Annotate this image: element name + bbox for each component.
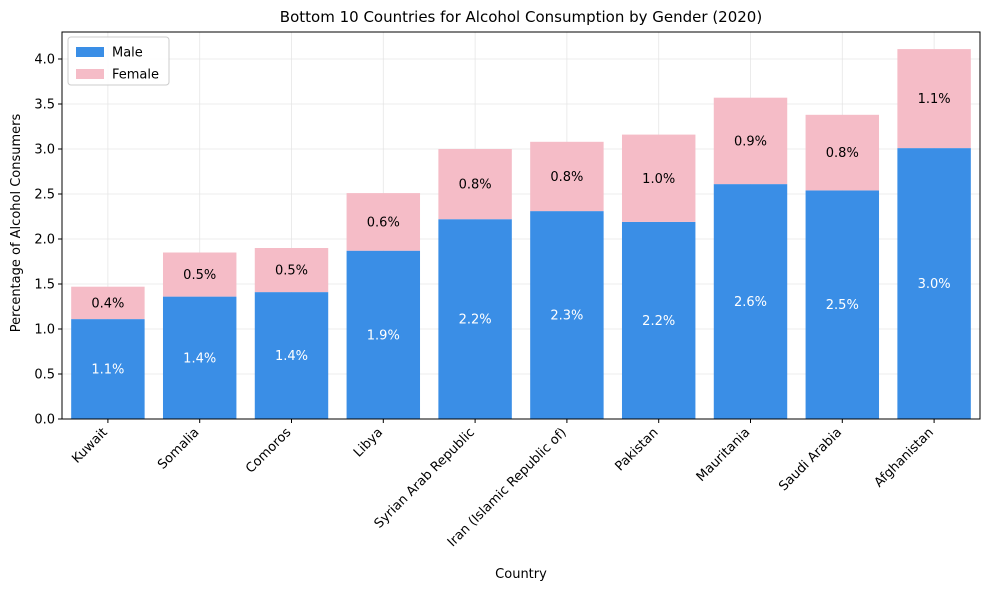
y-tick-label: 1.5 bbox=[34, 278, 55, 293]
x-tick-label: Saudi Arabia bbox=[776, 425, 845, 494]
y-axis-label: Percentage of Alcohol Consumers bbox=[9, 114, 24, 333]
bar-male bbox=[621, 221, 696, 419]
data-label-female: 0.4% bbox=[91, 296, 124, 311]
bar-female bbox=[621, 134, 696, 222]
data-label-female: 0.9% bbox=[734, 134, 767, 149]
y-tick-label: 4.0 bbox=[34, 53, 55, 68]
data-label-male: 2.2% bbox=[459, 313, 492, 328]
x-axis-label: Country bbox=[495, 567, 547, 582]
data-label-female: 0.8% bbox=[550, 170, 583, 185]
bar-female bbox=[438, 149, 512, 220]
bar-female bbox=[162, 252, 237, 297]
plot-frame bbox=[61, 31, 981, 420]
data-label-male: 2.6% bbox=[734, 295, 767, 310]
data-label-male: 2.3% bbox=[550, 309, 583, 324]
data-label-female: 0.6% bbox=[367, 215, 400, 230]
chart-title: Bottom 10 Countries for Alcohol Consumpt… bbox=[280, 8, 762, 26]
bar-female bbox=[346, 193, 421, 251]
x-tick-label: Libya bbox=[351, 425, 386, 460]
x-tick-label: Mauritania bbox=[694, 425, 754, 485]
bar-male bbox=[254, 292, 329, 419]
data-label-female: 0.8% bbox=[826, 146, 859, 161]
data-label-male: 1.4% bbox=[183, 351, 216, 366]
data-labels: 1.1% 0.4% 1.4% 0.5% 1.4% 0.5% 1.9% 0.6% 2.2% 0.8%… bbox=[91, 92, 950, 377]
data-label-male: 1.9% bbox=[367, 328, 400, 343]
x-tick-label: Somalia bbox=[155, 425, 202, 472]
bar-female bbox=[254, 248, 329, 293]
y-tick-label: 2.0 bbox=[34, 233, 55, 248]
bar-male bbox=[346, 250, 421, 419]
bar-female bbox=[71, 286, 145, 320]
bar-female bbox=[530, 141, 604, 212]
data-label-female: 0.5% bbox=[183, 268, 216, 283]
y-tick-label: 0.0 bbox=[34, 413, 55, 428]
x-tick-label: Pakistan bbox=[612, 425, 661, 474]
data-label-male: 2.2% bbox=[642, 314, 675, 329]
data-label-female: 1.1% bbox=[918, 92, 951, 107]
y-tick-label: 0.5 bbox=[34, 368, 55, 383]
legend-label-female: Female bbox=[112, 68, 159, 83]
data-label-female: 0.5% bbox=[275, 264, 308, 279]
bar-male bbox=[530, 211, 604, 419]
bar-female bbox=[713, 97, 788, 185]
x-tick-label: Afghanistan bbox=[872, 425, 937, 490]
x-tick-label: Kuwait bbox=[69, 425, 110, 466]
data-label-male: 1.4% bbox=[275, 349, 308, 364]
legend-swatch-female bbox=[76, 69, 104, 79]
data-label-male: 1.1% bbox=[91, 363, 124, 378]
legend-label-male: Male bbox=[112, 46, 143, 61]
y-tick-label: 2.5 bbox=[34, 188, 55, 203]
bar-male bbox=[713, 184, 788, 419]
bar-male bbox=[162, 296, 237, 419]
data-label-male: 2.5% bbox=[826, 298, 859, 313]
y-tick-label: 1.0 bbox=[34, 323, 55, 338]
bar-female bbox=[805, 114, 880, 191]
data-label-female: 0.8% bbox=[459, 178, 492, 193]
bars bbox=[71, 49, 971, 419]
y-axis: 0.0 0.5 1.0 1.5 2.0 2.5 3.0 3.5 4.0 bbox=[34, 53, 62, 428]
x-tick-label: Comoros bbox=[243, 425, 294, 476]
y-tick-label: 3.0 bbox=[34, 143, 55, 158]
data-label-male: 3.0% bbox=[918, 277, 951, 292]
legend: Male Female bbox=[67, 36, 170, 86]
bar-male bbox=[71, 319, 145, 419]
bar-male bbox=[897, 148, 971, 419]
y-tick-label: 3.5 bbox=[34, 98, 55, 113]
x-tick-label: Syrian Arab Republic bbox=[372, 425, 478, 531]
bar-female bbox=[897, 49, 971, 149]
data-label-female: 1.0% bbox=[642, 172, 675, 187]
legend-swatch-male bbox=[76, 47, 104, 57]
bar-male bbox=[438, 219, 512, 419]
bar-male bbox=[805, 190, 880, 419]
